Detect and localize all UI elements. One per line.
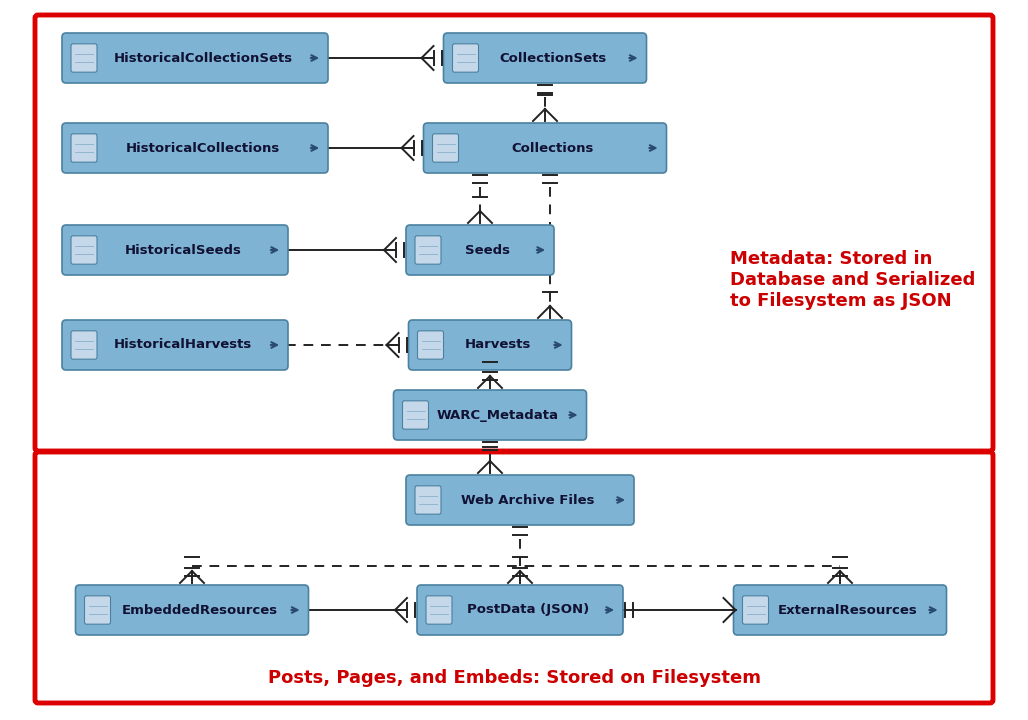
FancyBboxPatch shape [406, 225, 554, 275]
Text: HistoricalHarvests: HistoricalHarvests [114, 338, 252, 351]
FancyBboxPatch shape [424, 123, 666, 173]
FancyBboxPatch shape [84, 596, 110, 624]
FancyBboxPatch shape [415, 236, 441, 264]
FancyBboxPatch shape [71, 44, 97, 72]
FancyBboxPatch shape [408, 320, 572, 370]
FancyBboxPatch shape [742, 596, 769, 624]
FancyBboxPatch shape [417, 585, 623, 635]
Text: PostData (JSON): PostData (JSON) [467, 603, 589, 616]
Text: HistoricalCollectionSets: HistoricalCollectionSets [113, 52, 293, 65]
FancyBboxPatch shape [62, 123, 328, 173]
Text: Seeds: Seeds [466, 243, 511, 256]
Text: WARC_Metadata: WARC_Metadata [437, 408, 559, 421]
FancyBboxPatch shape [406, 475, 634, 525]
FancyBboxPatch shape [35, 452, 993, 703]
Text: Collections: Collections [512, 142, 594, 155]
FancyBboxPatch shape [403, 401, 429, 429]
FancyBboxPatch shape [71, 236, 97, 264]
FancyBboxPatch shape [417, 330, 443, 359]
Text: ExternalResources: ExternalResources [778, 603, 918, 616]
Text: CollectionSets: CollectionSets [500, 52, 607, 65]
FancyBboxPatch shape [62, 33, 328, 83]
FancyBboxPatch shape [394, 390, 587, 440]
Text: Harvests: Harvests [465, 338, 531, 351]
FancyBboxPatch shape [734, 585, 947, 635]
FancyBboxPatch shape [443, 33, 647, 83]
FancyBboxPatch shape [426, 596, 452, 624]
FancyBboxPatch shape [62, 320, 288, 370]
FancyBboxPatch shape [71, 134, 97, 162]
FancyBboxPatch shape [452, 44, 478, 72]
Text: Posts, Pages, and Embeds: Stored on Filesystem: Posts, Pages, and Embeds: Stored on File… [267, 669, 761, 687]
FancyBboxPatch shape [75, 585, 308, 635]
Text: EmbeddedResources: EmbeddedResources [122, 603, 278, 616]
Text: Web Archive Files: Web Archive Files [462, 493, 595, 506]
Text: Metadata: Stored in
Database and Serialized
to Filesystem as JSON: Metadata: Stored in Database and Seriali… [730, 250, 976, 310]
Text: HistoricalSeeds: HistoricalSeeds [124, 243, 242, 256]
FancyBboxPatch shape [62, 225, 288, 275]
FancyBboxPatch shape [35, 15, 993, 451]
FancyBboxPatch shape [415, 486, 441, 514]
Text: HistoricalCollections: HistoricalCollections [125, 142, 280, 155]
FancyBboxPatch shape [71, 330, 97, 359]
FancyBboxPatch shape [433, 134, 458, 162]
